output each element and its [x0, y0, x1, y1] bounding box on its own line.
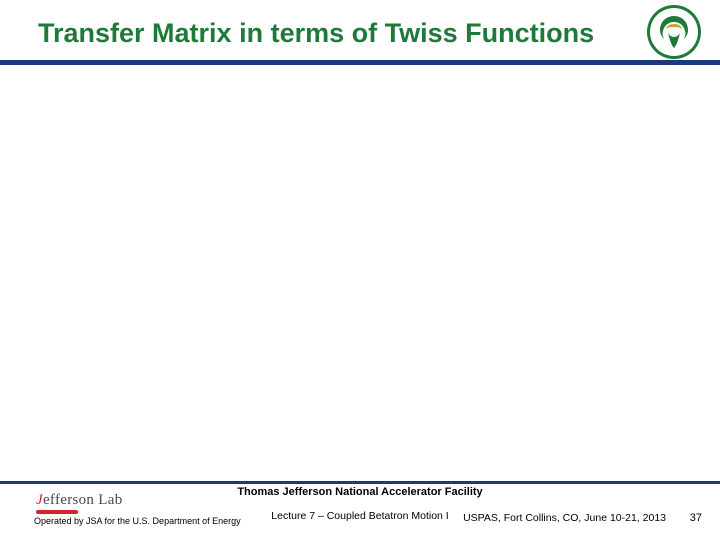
slide: Transfer Matrix in terms of Twiss Functi…: [0, 0, 720, 540]
page-title: Transfer Matrix in terms of Twiss Functi…: [38, 18, 594, 49]
title-underline: [0, 60, 720, 65]
footer-operator: Operated by JSA for the U.S. Department …: [34, 516, 241, 526]
footer-facility: Thomas Jefferson National Accelerator Fa…: [0, 486, 720, 498]
footer-uspas: USPAS, Fort Collins, CO, June 10-21, 201…: [463, 512, 666, 524]
page-number: 37: [690, 512, 702, 524]
slide-body: [40, 80, 680, 460]
csu-ram-logo: [646, 4, 702, 60]
footer-divider: [0, 481, 720, 484]
